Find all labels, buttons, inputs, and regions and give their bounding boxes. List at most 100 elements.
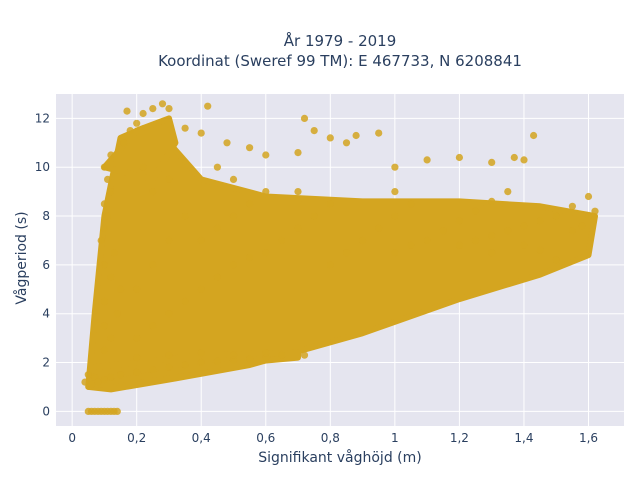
data-point [488, 232, 496, 240]
data-point [165, 310, 173, 318]
data-point [520, 241, 528, 249]
data-point [97, 236, 105, 245]
data-point [100, 200, 108, 208]
data-point [407, 241, 415, 249]
data-point [213, 163, 221, 171]
data-point [100, 376, 108, 384]
data-point [504, 188, 512, 196]
data-point [439, 227, 447, 235]
data-point [391, 249, 399, 257]
x-tick-label: 1 [391, 431, 399, 445]
data-point [229, 175, 238, 183]
data-point [326, 134, 334, 142]
y-tick-label: 2 [42, 356, 50, 370]
data-point [568, 202, 577, 210]
data-point [407, 200, 415, 208]
y-tick-label: 12 [35, 111, 50, 125]
data-point [94, 378, 102, 386]
data-point [213, 357, 221, 365]
data-point [113, 310, 121, 318]
data-point [204, 102, 212, 110]
data-point [165, 351, 173, 359]
point-cloud-region [101, 115, 179, 183]
data-point [278, 236, 286, 245]
data-point [133, 354, 141, 362]
data-point [246, 355, 254, 363]
data-point [423, 236, 431, 245]
data-point [100, 346, 108, 354]
data-point [375, 129, 383, 137]
y-tick-label: 0 [42, 404, 50, 418]
data-point [113, 407, 121, 415]
x-tick-label: 1,2 [450, 431, 469, 445]
y-tick-label: 10 [35, 160, 50, 174]
data-point [149, 261, 157, 269]
x-tick-label: 0 [68, 431, 76, 445]
data-point [568, 227, 577, 235]
data-point [107, 188, 115, 196]
point-cloud-region [85, 349, 301, 390]
y-axis-title: Vågperiod (s) [13, 211, 30, 304]
x-tick-label: 1,6 [579, 431, 598, 445]
data-point [197, 129, 205, 137]
data-point [342, 139, 351, 147]
data-point [294, 188, 302, 196]
data-points [81, 100, 599, 415]
data-point [246, 144, 254, 152]
data-point [84, 371, 92, 379]
data-point [246, 254, 254, 262]
data-point [520, 156, 528, 164]
data-point [488, 158, 496, 166]
x-tick-label: 0,8 [321, 431, 340, 445]
data-point [81, 378, 89, 386]
data-point [181, 212, 189, 220]
data-point [262, 188, 270, 196]
data-point [213, 273, 221, 281]
data-point [133, 119, 141, 127]
data-point [536, 217, 544, 225]
x-axis-title: Signifikant våghöjd (m) [258, 449, 421, 466]
data-point [100, 163, 108, 171]
x-tick-label: 0,4 [192, 431, 211, 445]
data-point [520, 222, 528, 230]
data-point [455, 241, 463, 249]
data-point [455, 153, 463, 162]
data-point [223, 139, 231, 147]
data-point [149, 188, 157, 196]
data-point [104, 212, 112, 220]
data-point [107, 373, 115, 381]
data-point [294, 149, 302, 157]
tick-labels: 0 0,2 0,4 0,6 0,8 1 1,2 1,4 1,6 0 2 4 6 8 10 12 [35, 111, 598, 445]
data-point [352, 131, 360, 140]
data-point [359, 236, 367, 245]
data-point [423, 156, 431, 164]
data-point [197, 285, 205, 293]
data-point [149, 366, 157, 374]
data-point [342, 249, 351, 257]
data-point [262, 249, 270, 257]
data-point [536, 246, 544, 254]
data-point [504, 227, 512, 235]
data-point [455, 217, 463, 225]
data-point [100, 261, 108, 269]
data-point [107, 151, 115, 159]
data-point [510, 153, 518, 162]
data-point [300, 114, 309, 122]
data-point [139, 109, 147, 118]
data-point [181, 361, 189, 369]
data-point [87, 380, 96, 389]
data-point [116, 285, 125, 293]
data-point [294, 224, 302, 232]
data-point [262, 151, 270, 159]
data-point [197, 236, 205, 245]
data-point [100, 322, 108, 330]
data-point [471, 236, 480, 245]
data-point [246, 200, 254, 208]
data-point [229, 351, 238, 359]
data-point [110, 249, 118, 257]
data-point [165, 175, 173, 183]
data-point [149, 322, 157, 330]
data-point [552, 256, 560, 264]
data-point [391, 212, 399, 220]
data-point [278, 351, 286, 359]
